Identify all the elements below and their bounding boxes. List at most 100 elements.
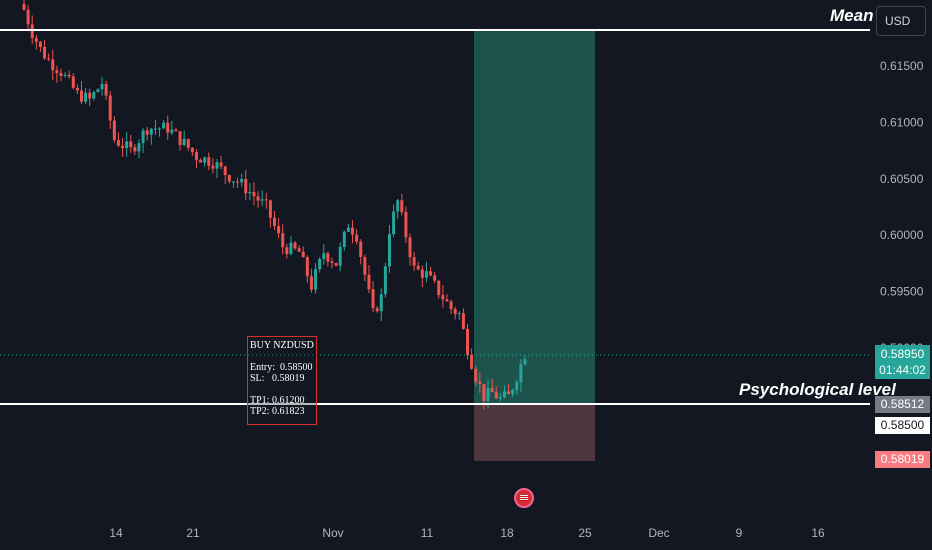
- candle-body: [416, 265, 420, 270]
- candle-body: [293, 242, 297, 249]
- candle-body: [194, 152, 198, 160]
- candle-body: [523, 359, 527, 365]
- candle-body: [515, 382, 519, 390]
- candle-body: [170, 129, 174, 133]
- candle-body: [125, 141, 129, 149]
- candle-body: [211, 165, 215, 169]
- candle-body: [34, 37, 38, 42]
- price-tick-label: 0.60500: [880, 172, 924, 186]
- us-flag-icon[interactable]: [514, 488, 534, 508]
- candle-body: [268, 200, 272, 218]
- candle-body: [277, 225, 281, 234]
- candle-body: [133, 147, 137, 152]
- candle-body: [199, 159, 203, 163]
- candle-body: [79, 90, 83, 102]
- price-tick-label: 0.61500: [880, 59, 924, 73]
- candle-body: [67, 74, 71, 77]
- candle-body: [334, 263, 338, 266]
- candle-body: [301, 251, 305, 258]
- candle-body: [511, 389, 515, 395]
- candle-body: [470, 354, 474, 369]
- candle-body: [112, 120, 116, 140]
- candle-body: [437, 280, 441, 296]
- price-tick-label: 0.59500: [880, 285, 924, 299]
- candle-body: [22, 3, 26, 10]
- candle-body: [104, 84, 108, 96]
- candle-body: [420, 269, 424, 278]
- price-tick-label: 0.60000: [880, 228, 924, 242]
- date-tick-label: 14: [109, 526, 123, 540]
- candle-body: [71, 76, 75, 88]
- candle-body: [457, 313, 461, 315]
- candle-body: [396, 200, 400, 212]
- candle-body: [153, 128, 157, 130]
- candle-body: [75, 87, 79, 91]
- candle-body: [404, 212, 408, 238]
- candle-body: [383, 266, 387, 295]
- price-tick-label: 0.61000: [880, 115, 924, 129]
- candle-body: [351, 227, 355, 235]
- candle-body: [174, 129, 178, 132]
- candle-body: [149, 128, 153, 135]
- candle-body: [223, 166, 227, 176]
- level-price-tag-a: 0.58512: [875, 396, 930, 413]
- candle-body: [285, 247, 289, 254]
- candle-body: [129, 141, 133, 148]
- candle-body: [252, 191, 256, 197]
- candle-body: [88, 92, 92, 99]
- candle-body: [215, 162, 219, 169]
- candle-body: [371, 289, 375, 309]
- candle-body: [273, 217, 276, 226]
- price-axis[interactable]: 0.615000.610000.605000.600000.595000.590…: [880, 59, 924, 355]
- candle-body: [145, 130, 149, 135]
- candle-body: [289, 242, 293, 254]
- candle-body: [116, 139, 120, 146]
- candle-body: [100, 84, 104, 90]
- candle-body: [392, 211, 396, 235]
- date-tick-label: 9: [736, 526, 743, 540]
- candle-body: [412, 257, 416, 266]
- candle-body: [338, 246, 342, 266]
- candle-body: [47, 58, 51, 60]
- candle-body: [92, 92, 96, 99]
- candle-body: [190, 147, 194, 153]
- date-tick-label: 18: [500, 526, 514, 540]
- candle-body: [30, 24, 34, 38]
- candle-body: [445, 299, 449, 302]
- candle-body: [256, 196, 260, 201]
- candle-body: [186, 139, 190, 148]
- candle-body: [482, 384, 486, 402]
- candle-body: [498, 396, 502, 399]
- candle-body: [461, 313, 465, 329]
- candle-body: [207, 157, 211, 166]
- candle-body: [51, 59, 55, 71]
- candle-body: [26, 9, 30, 25]
- date-tick-label: Nov: [322, 526, 343, 540]
- candle-body: [203, 157, 207, 163]
- current-price-tag: 0.58950 01:44:02: [875, 345, 930, 379]
- date-tick-label: 21: [186, 526, 200, 540]
- candle-body: [355, 234, 359, 242]
- candle-body: [314, 269, 318, 290]
- bar-countdown: 01:44:02: [879, 363, 926, 377]
- candle-body: [309, 276, 313, 290]
- candle-body: [318, 258, 322, 270]
- candle-body: [375, 308, 379, 312]
- trade-note[interactable]: BUY NZDUSD Entry: 0.58500 SL: 0.58019 TP…: [247, 336, 317, 425]
- candle-body: [43, 46, 47, 59]
- candle-body: [424, 271, 428, 278]
- candle-body: [297, 248, 301, 252]
- candle-body: [260, 199, 264, 201]
- candle-body: [408, 237, 412, 258]
- psychological-level-label: Psychological level: [739, 380, 896, 399]
- candle-body: [326, 253, 330, 262]
- time-axis[interactable]: 14 21 Nov 11 18 25 Dec 9 16: [109, 526, 825, 540]
- candle-body: [166, 122, 170, 133]
- candle-body: [240, 178, 244, 183]
- currency-button[interactable]: USD: [876, 6, 926, 36]
- candle-body: [59, 73, 63, 76]
- date-tick-label: Dec: [648, 526, 669, 540]
- candle-body: [441, 295, 445, 300]
- candle-body: [281, 233, 285, 248]
